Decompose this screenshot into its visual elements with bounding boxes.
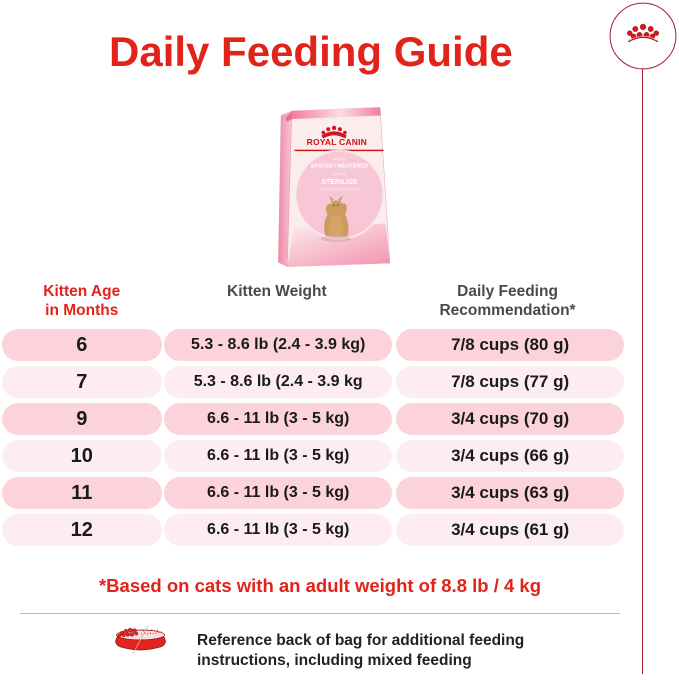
- svg-text:CHATON: CHATON: [333, 172, 347, 176]
- svg-text:SPAYED: SPAYED: [333, 158, 347, 162]
- svg-text:SPAYED / NEUTERED: SPAYED / NEUTERED: [311, 164, 368, 170]
- svg-text:6-12 months/mois Chaton/Kitten: 6-12 months/mois Chaton/Kitten: [320, 187, 360, 191]
- svg-text:ROYAL CANIN: ROYAL CANIN: [307, 137, 367, 147]
- svg-text:STERILISE: STERILISE: [321, 179, 358, 186]
